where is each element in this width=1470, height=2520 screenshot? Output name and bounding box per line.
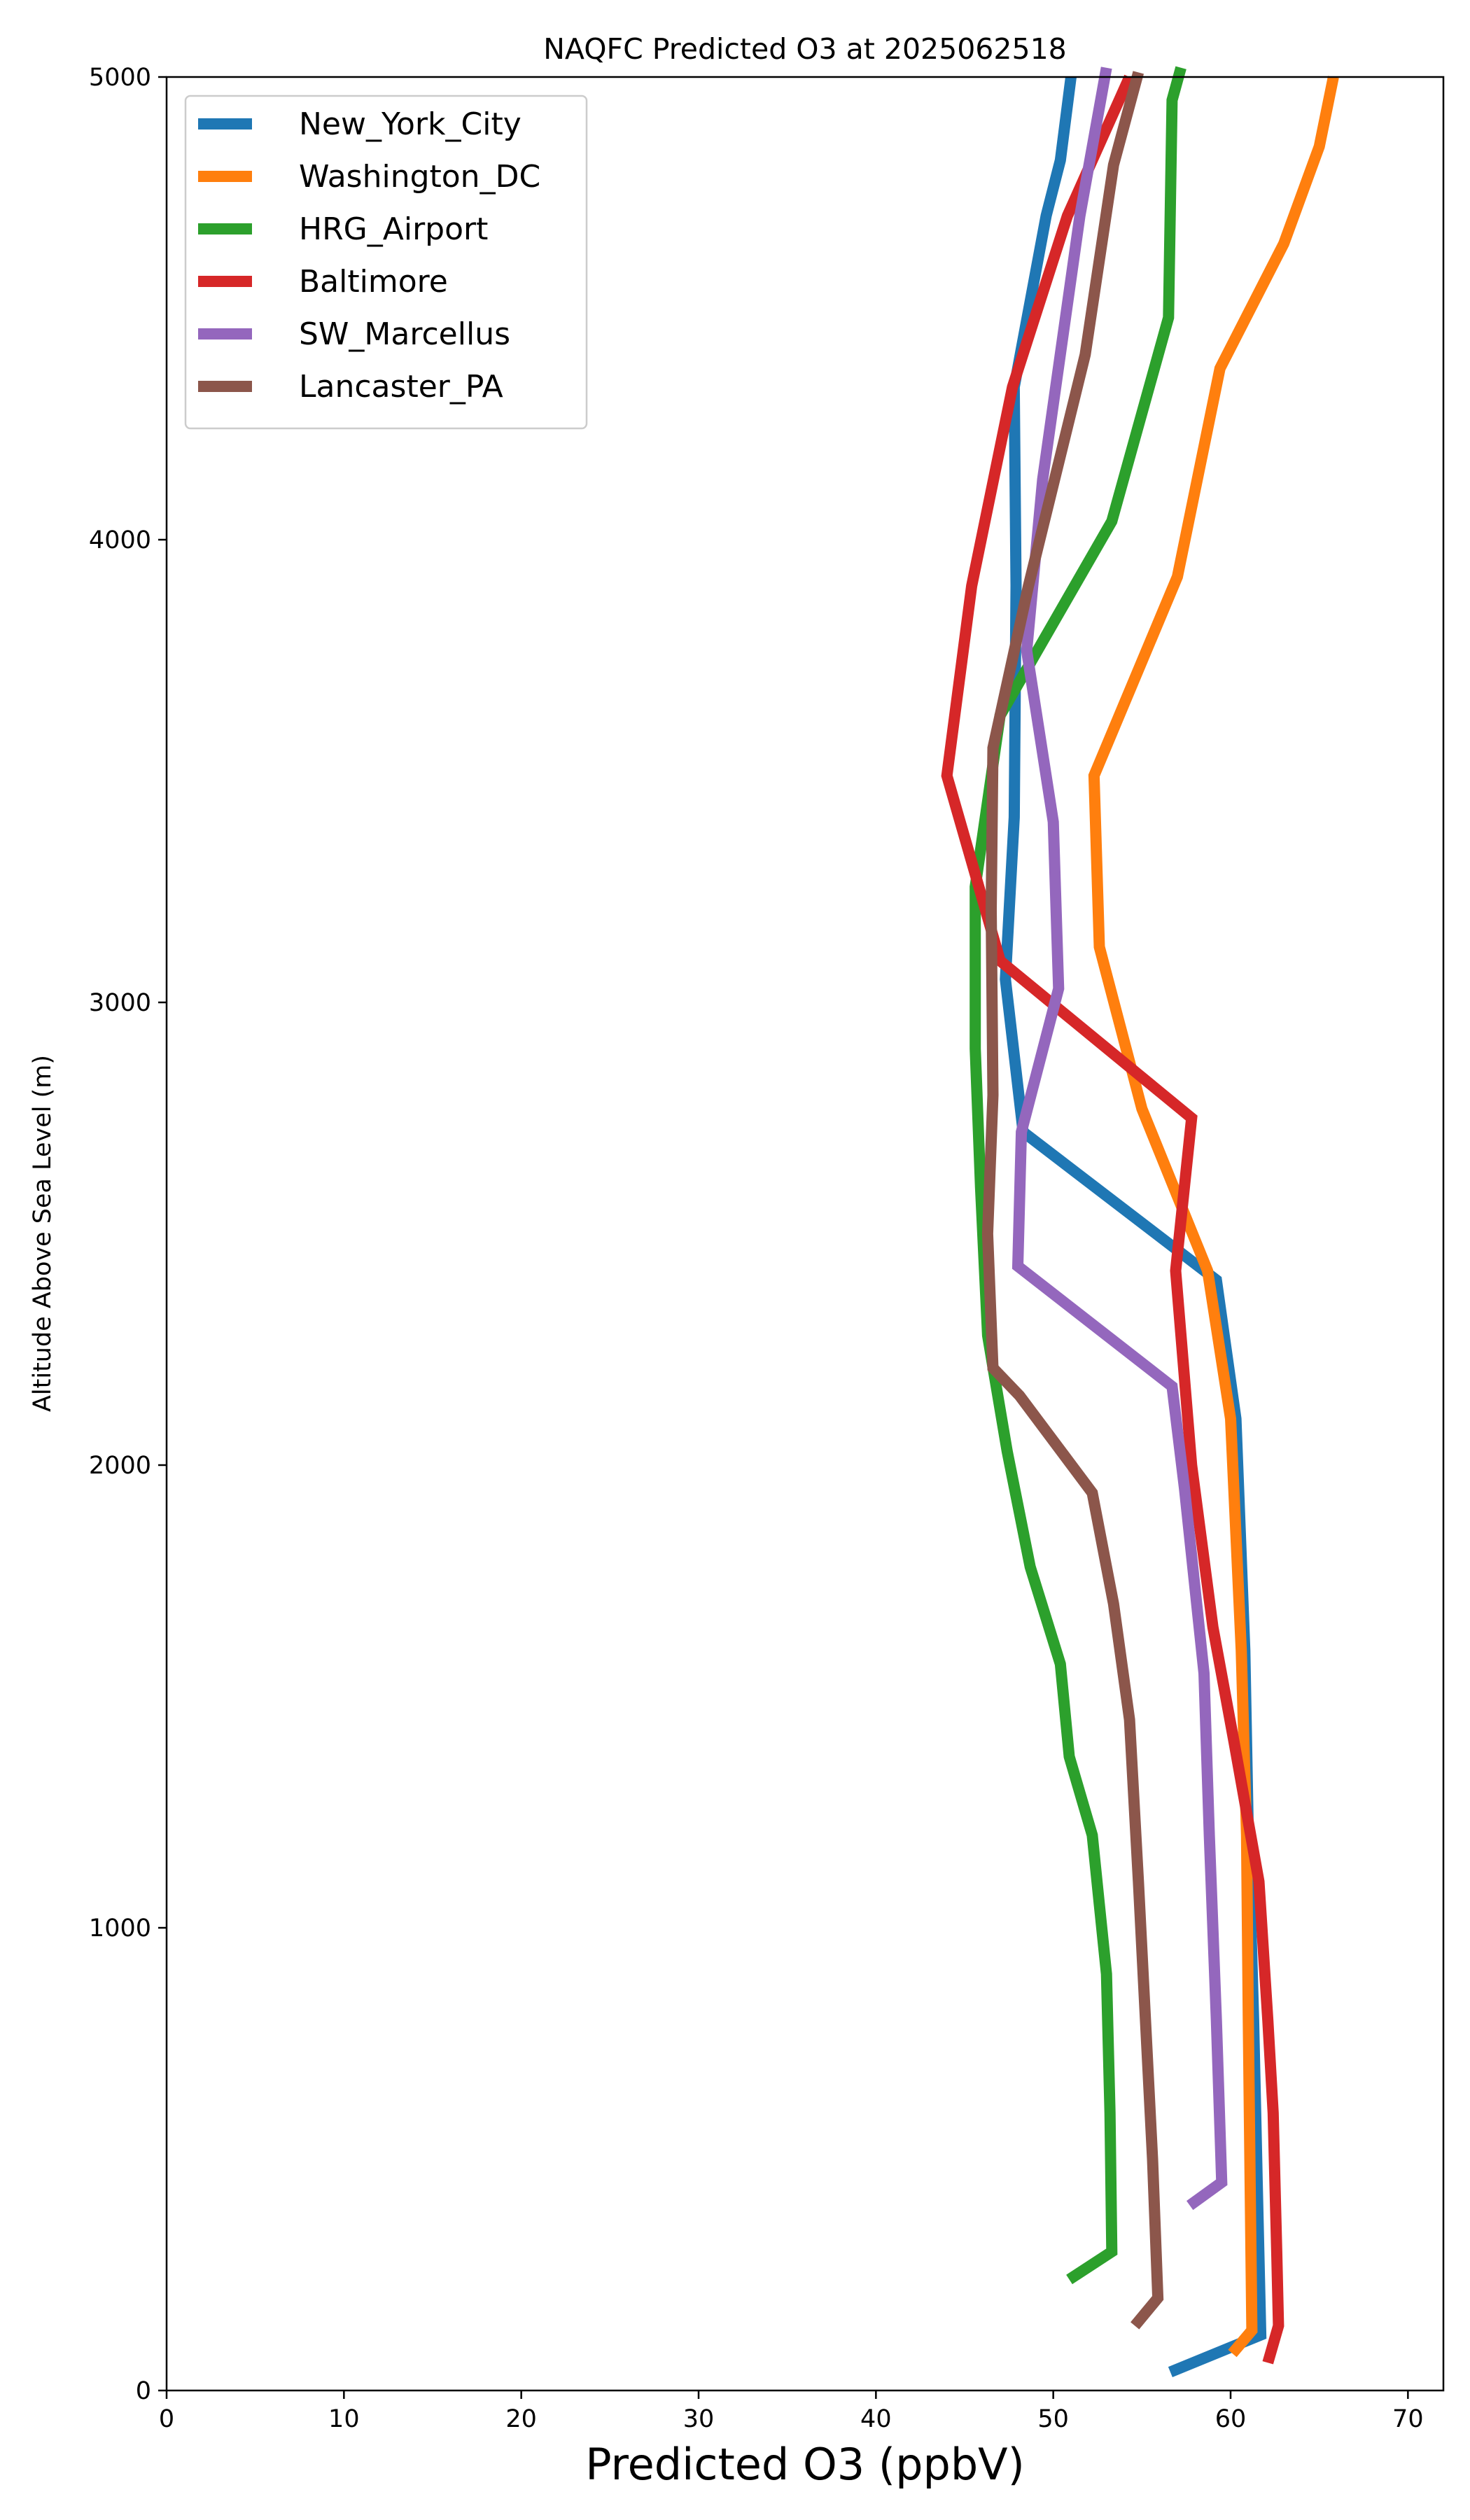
x-tick-label: 60 <box>1215 2405 1247 2433</box>
x-tick-label: 70 <box>1392 2405 1424 2433</box>
y-tick-label: 5000 <box>89 64 151 92</box>
series-line-baltimore <box>941 74 1284 2365</box>
legend: New_York_City Washington_DC HRG_Airport Bal… <box>184 94 588 430</box>
series-line-washington-dc <box>1088 76 1339 2358</box>
x-tick-label: 10 <box>328 2405 360 2433</box>
x-tick-label: 30 <box>683 2405 715 2433</box>
legend-label: HRG_Airport <box>299 211 488 247</box>
y-tick-label: 1000 <box>89 1914 151 1942</box>
y-tick-label: 0 <box>136 2377 151 2405</box>
y-tick-label: 4000 <box>89 526 151 554</box>
series-line-hrg-airport <box>969 66 1186 2285</box>
legend-box <box>184 94 588 430</box>
series-line-new-york-city <box>1000 76 1267 2378</box>
x-axis-label: Predicted O3 (ppbV) <box>585 2439 1025 2490</box>
legend-label: Baltimore <box>299 264 448 300</box>
legend-label: Lancaster_PA <box>299 369 503 405</box>
x-tick-label: 50 <box>1037 2405 1069 2433</box>
legend-label: Washington_DC <box>299 159 540 195</box>
y-tick-label: 3000 <box>89 989 151 1017</box>
y-axis-label: Altitude Above Sea Level (m) <box>29 1055 57 1412</box>
x-tick-label: 20 <box>505 2405 537 2433</box>
series-line-lancaster-pa <box>981 71 1164 2330</box>
x-tick-label: 0 <box>159 2405 174 2433</box>
x-tick-label: 40 <box>860 2405 892 2433</box>
chart-title: NAQFC Predicted O3 at 2025062518 <box>543 32 1067 66</box>
legend-label: New_York_City <box>299 106 522 142</box>
y-tick-label: 2000 <box>89 1452 151 1480</box>
plot-frame <box>165 76 1445 2392</box>
series-layer <box>941 66 1339 2378</box>
axis-layer: 0 10 20 30 40 50 60 70 0 1000 2000 3000 4000 5000 <box>89 64 1424 2433</box>
legend-label: SW_Marcellus <box>299 316 510 352</box>
